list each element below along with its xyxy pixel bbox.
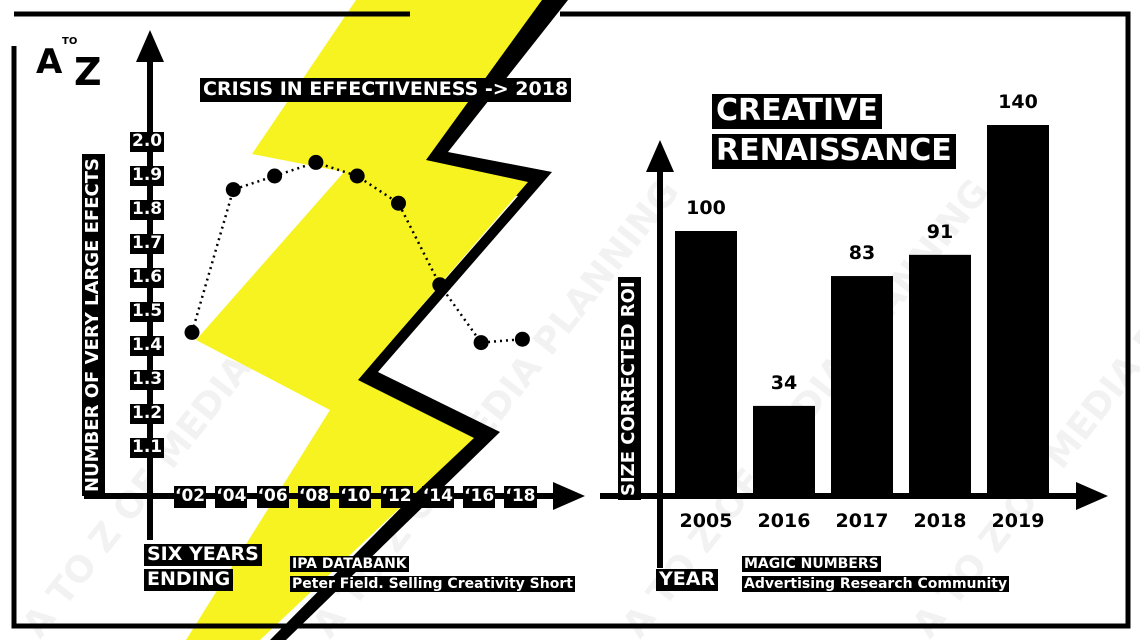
bar-chart-title-line1: CREATIVE (712, 93, 882, 129)
bar-value-label: 34 (770, 371, 798, 394)
x-tick-label: ‘06 (256, 486, 289, 508)
x-tick-label: ‘18 (504, 486, 537, 508)
bar-value-label: 100 (686, 197, 726, 219)
line-point (184, 324, 200, 340)
line-point (225, 182, 241, 198)
bar (675, 231, 737, 496)
bar-source-line1: MAGIC NUMBERS (742, 556, 881, 573)
x-tick-label: ‘02 (174, 486, 207, 508)
x-tick-label: ‘10 (339, 486, 372, 508)
logo-letter-a: A (36, 42, 63, 82)
y-tick-label: 1.2 (130, 403, 165, 424)
year-caption: YEAR (656, 568, 719, 591)
line-chart (184, 154, 530, 351)
lightning-bolt (186, 0, 542, 640)
bar-category-label: 2017 (835, 510, 889, 532)
bar (987, 125, 1049, 496)
x-tick-label: ‘08 (297, 486, 331, 508)
bar (909, 254, 971, 496)
bar-value-label: 91 (926, 220, 954, 243)
line-point (473, 335, 489, 351)
source-line2: Peter Field. Selling Creativity Short (290, 576, 575, 593)
y-tick-label: 2.0 (130, 131, 165, 152)
x-tick-label: ‘16 (463, 486, 496, 508)
lightning-bolt-shadow (270, 0, 568, 640)
x-caption-line2: ENDING (144, 568, 234, 591)
line-chart-title: CRISIS IN EFFECTIVENESS -> 2018 (200, 78, 572, 102)
y-tick-label: 1.4 (130, 335, 165, 356)
bar-chart (675, 125, 1049, 496)
bar-value-label: 140 (998, 91, 1038, 113)
line-point (391, 195, 406, 211)
x-tick-label: ‘14 (421, 486, 454, 508)
line-point (308, 154, 324, 170)
bar-category-label: 2016 (757, 510, 811, 532)
x-caption-line1: SIX YEARS (144, 543, 262, 566)
line-point (267, 168, 283, 184)
bar-value-label: 83 (848, 242, 876, 265)
bar (831, 276, 893, 496)
line-series (190, 161, 523, 344)
y-tick-label: 1.8 (130, 199, 165, 220)
bar-category-label: 2018 (913, 510, 967, 532)
line-point (432, 277, 448, 293)
a-to-z-logo: A TO Z (36, 36, 106, 94)
y-tick-label: 1.1 (130, 437, 165, 458)
bar-category-label: 2019 (991, 510, 1045, 532)
x-tick-label: ‘04 (215, 486, 248, 508)
bar-category-label: 2005 (679, 510, 733, 532)
y-tick-label: 1.7 (130, 233, 165, 254)
x-tick-label: ‘12 (380, 486, 413, 508)
y-tick-label: 1.5 (130, 301, 165, 322)
bar-chart-title-line2: RENAISSANCE (712, 133, 956, 169)
line-chart-ylabel: NUMBER OF VERY LARGE EFECTS (82, 154, 105, 496)
source-line1: IPA DATABANK (290, 556, 409, 573)
y-tick-label: 1.3 (130, 369, 165, 390)
bar-chart-ylabel: SIZE CORRECTED ROI (618, 277, 641, 500)
y-tick-label: 1.6 (130, 267, 165, 288)
bar (753, 405, 815, 496)
y-tick-label: 1.9 (130, 165, 165, 186)
bar-source-line2: Advertising Research Community (742, 576, 1010, 593)
line-point (349, 168, 365, 184)
frame-border (11, 11, 1131, 629)
logo-letter-to: TO (62, 36, 78, 47)
line-point (514, 331, 530, 347)
logo-letter-z: Z (74, 50, 102, 94)
